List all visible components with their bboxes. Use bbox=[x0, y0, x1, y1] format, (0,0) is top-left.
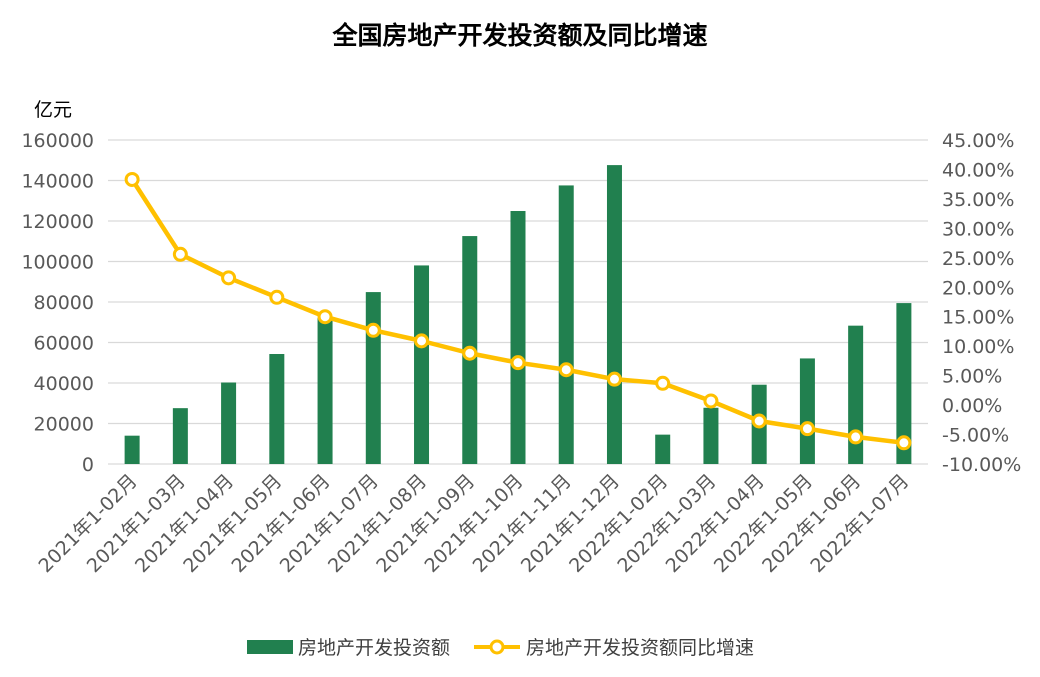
y-left-tick-label: 140000 bbox=[21, 171, 94, 193]
y-right-tick-label: 10.00% bbox=[942, 336, 1014, 358]
y-left-tick-label: 100000 bbox=[21, 252, 94, 274]
y-left-tick-label: 40000 bbox=[34, 373, 94, 395]
bar bbox=[221, 382, 237, 464]
bar bbox=[848, 325, 864, 464]
bar bbox=[606, 165, 622, 464]
line-point bbox=[703, 393, 719, 409]
line-point bbox=[799, 421, 815, 437]
y-right-tick-label: 20.00% bbox=[942, 277, 1014, 299]
line-point bbox=[510, 355, 526, 371]
y-right-tick-label: 25.00% bbox=[942, 248, 1014, 270]
line-series bbox=[124, 171, 912, 451]
bar bbox=[703, 407, 719, 464]
line-point bbox=[751, 413, 767, 429]
x-tick-labels: 2021年1-02月2021年1-03月2021年1-04月2021年1-05月… bbox=[35, 470, 914, 577]
y-right-tick-label: 35.00% bbox=[942, 189, 1014, 211]
legend-line-label: 房地产开发投资额同比增速 bbox=[526, 637, 754, 659]
bar bbox=[896, 303, 912, 464]
y-left-tick-label: 0 bbox=[82, 454, 94, 476]
legend-bar-swatch bbox=[247, 640, 293, 654]
bar bbox=[317, 317, 333, 464]
bar bbox=[365, 292, 381, 464]
bar bbox=[799, 358, 815, 464]
line-point bbox=[655, 375, 671, 391]
line-point bbox=[414, 333, 430, 349]
chart-title: 全国房地产开发投资额及同比增速 bbox=[331, 21, 707, 50]
y-right-tick-label: 5.00% bbox=[942, 366, 1002, 388]
y-right-tick-labels: -10.00% -5.00% 0.00% 5.00% 10.00% 15.00% 20.00… bbox=[942, 130, 1021, 476]
bar-series bbox=[124, 165, 912, 464]
y-right-tick-label: -10.00% bbox=[942, 454, 1021, 476]
y-left-tick-label: 160000 bbox=[21, 130, 94, 152]
y-right-tick-label: -5.00% bbox=[942, 425, 1009, 447]
line-point bbox=[172, 246, 188, 262]
y-left-tick-label: 80000 bbox=[34, 292, 94, 314]
line-point bbox=[606, 371, 622, 387]
bar bbox=[510, 211, 526, 464]
y-left-tick-label: 120000 bbox=[21, 211, 94, 233]
line-point bbox=[365, 322, 381, 338]
line-point bbox=[462, 345, 478, 361]
y-right-tick-label: 15.00% bbox=[942, 307, 1014, 329]
bar bbox=[172, 408, 188, 464]
legend-line-marker bbox=[489, 639, 505, 655]
y-right-tick-label: 0.00% bbox=[942, 395, 1002, 417]
y-left-unit-label: 亿元 bbox=[34, 99, 72, 121]
line-point bbox=[221, 270, 237, 286]
line-point bbox=[848, 429, 864, 445]
line-point bbox=[558, 362, 574, 378]
line-point bbox=[269, 289, 285, 305]
line-point bbox=[317, 309, 333, 325]
bar bbox=[655, 434, 671, 464]
y-left-tick-label: 60000 bbox=[34, 333, 94, 355]
y-right-tick-label: 45.00% bbox=[942, 130, 1014, 152]
line-point bbox=[124, 171, 140, 187]
bar bbox=[558, 185, 574, 464]
bar bbox=[124, 435, 140, 464]
legend: 房地产开发投资额 房地产开发投资额同比增速 bbox=[247, 637, 754, 659]
legend-bar-label: 房地产开发投资额 bbox=[298, 637, 450, 659]
y-left-tick-label: 20000 bbox=[34, 414, 94, 436]
bar bbox=[269, 354, 285, 464]
y-left-tick-labels: 0 20000 40000 60000 80000 100000 120000 140000 1… bbox=[21, 130, 94, 476]
y-right-tick-label: 30.00% bbox=[942, 218, 1014, 240]
line-point bbox=[896, 435, 912, 451]
bar bbox=[414, 265, 430, 464]
y-right-tick-label: 40.00% bbox=[942, 159, 1014, 181]
